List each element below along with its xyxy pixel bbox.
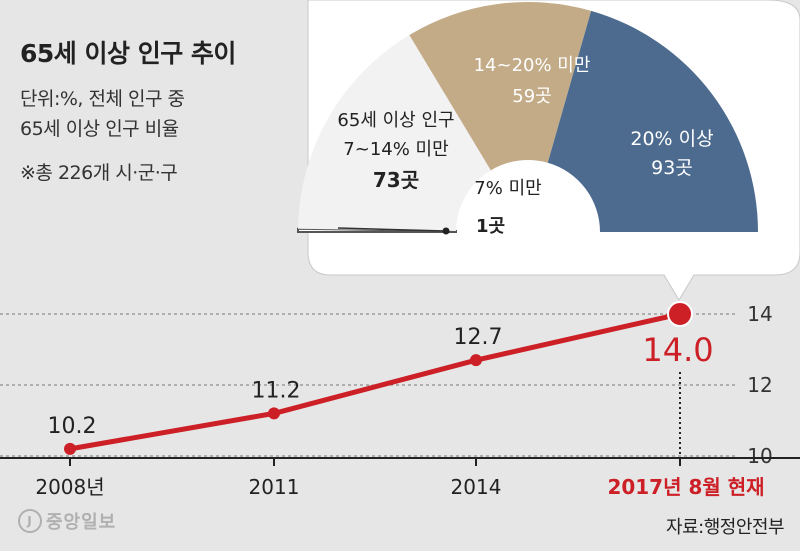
page-title: 65세 이상 인구 추이 — [20, 39, 236, 68]
pie-leader-line — [337, 227, 447, 232]
source-text: 자료:행정안전부 — [666, 517, 784, 538]
pie-count: 73곳 — [373, 168, 419, 192]
pie-leader-dot — [442, 227, 450, 235]
y-tick-label: 14 — [747, 302, 772, 326]
note-text: ※총 226개 시·군·구 — [20, 162, 178, 184]
x-tick-label: 2011 — [249, 475, 300, 499]
y-tick-label: 12 — [747, 373, 772, 397]
pie-count: 59곳 — [512, 86, 551, 107]
data-label: 10.2 — [48, 414, 97, 439]
data-point — [64, 442, 76, 455]
pie-slice — [409, 2, 592, 171]
y-tick-label: 10 — [747, 444, 772, 468]
pie-label: 7~14% 미만 — [343, 139, 448, 160]
subtitle-line-2: 65세 이상 인구 비율 — [20, 118, 179, 140]
logo-text: 중앙일보 — [46, 512, 117, 533]
data-point — [470, 354, 482, 367]
pie-label: 7% 미만 — [474, 178, 541, 199]
chart-subtitle: 단위:%, 전체 인구 중 65세 이상 인구 비율 — [20, 84, 185, 144]
logo-icon: J — [18, 509, 42, 533]
subtitle-line-1: 단위:%, 전체 인구 중 — [20, 88, 185, 110]
series-line — [69, 311, 681, 452]
publisher-logo: J 중앙일보 — [18, 508, 116, 534]
x-tick-label: 2008년 — [35, 475, 104, 499]
pie-slice — [298, 34, 491, 231]
data-label: 12.7 — [454, 325, 503, 350]
pie-count: 1곳 — [476, 216, 505, 237]
x-tick-label: 2014 — [451, 475, 502, 499]
pie-label: 14~20% 미만 — [474, 55, 591, 76]
pie-label: 65세 이상 인구 — [337, 110, 454, 131]
pie-count: 93곳 — [651, 157, 693, 179]
data-point — [268, 407, 280, 420]
data-label: 11.2 — [252, 378, 301, 403]
pie-slice — [547, 10, 758, 232]
x-tick-label: 2017년 8월 현재 — [607, 475, 764, 499]
data-point — [667, 301, 693, 327]
data-label: 14.0 — [642, 331, 713, 369]
pie-label: 20% 이상 — [630, 128, 713, 150]
